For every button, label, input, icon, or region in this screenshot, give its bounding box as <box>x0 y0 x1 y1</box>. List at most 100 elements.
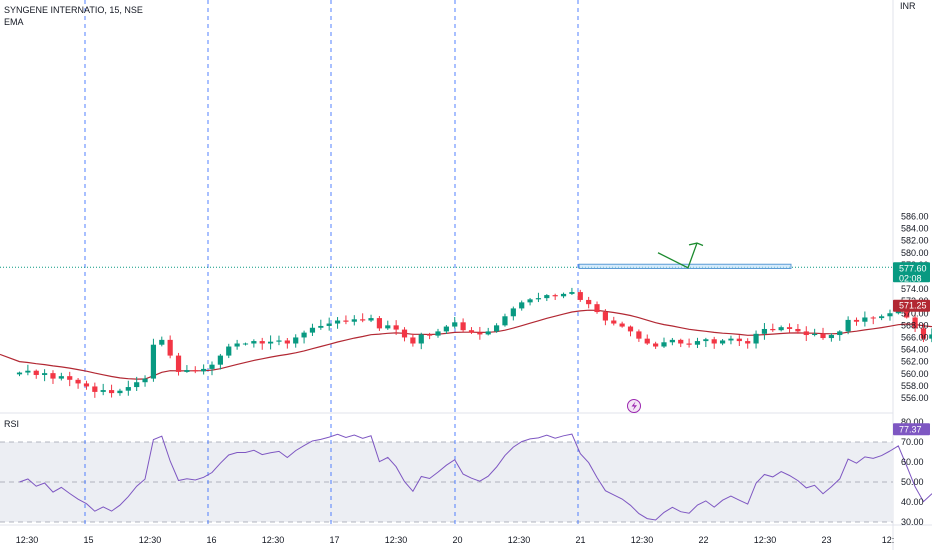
candle <box>134 382 140 388</box>
candle <box>468 330 475 333</box>
candle <box>50 373 56 379</box>
candle <box>778 327 784 331</box>
candle <box>669 339 675 343</box>
candle <box>360 319 366 321</box>
candle <box>268 341 274 344</box>
candle <box>368 318 374 321</box>
candle <box>376 318 383 329</box>
candle <box>786 327 793 329</box>
candle <box>209 364 215 369</box>
candle <box>619 323 625 327</box>
candle <box>293 337 299 344</box>
price-tick-label: 556.00 <box>901 393 929 403</box>
candle <box>527 299 533 303</box>
ema-badge-text: 571.25 <box>899 301 927 311</box>
candle <box>929 334 932 339</box>
candle <box>201 368 207 372</box>
rsi-tick-label: 30.00 <box>901 517 924 527</box>
rsi-tick-label: 40.00 <box>901 497 924 507</box>
candle <box>485 331 491 335</box>
candle <box>560 293 567 297</box>
price-tick-label: 562.00 <box>901 357 929 367</box>
candle <box>418 334 424 344</box>
candle <box>150 344 157 379</box>
candle <box>125 387 131 391</box>
currency-label: INR <box>900 1 916 11</box>
candle <box>284 340 290 344</box>
price-tick-label: 582.00 <box>901 236 929 246</box>
candle <box>887 313 893 317</box>
candle <box>519 302 525 309</box>
candle <box>661 342 667 347</box>
candle <box>686 343 692 345</box>
candle <box>401 329 408 338</box>
rsi-badge-text: 77.37 <box>899 424 922 434</box>
candle <box>276 340 282 342</box>
time-tick-label: 20 <box>452 535 462 545</box>
candle <box>862 317 868 322</box>
rsi-tick-label: 80.00 <box>901 417 924 427</box>
candle <box>795 328 801 332</box>
candle <box>427 334 433 336</box>
time-tick-label: 15 <box>83 535 93 545</box>
candle <box>870 317 876 319</box>
rsi-tick-label: 70.00 <box>901 437 924 447</box>
candle <box>761 328 768 334</box>
candle <box>920 328 927 339</box>
candle <box>594 304 600 313</box>
candle <box>92 386 98 392</box>
candle <box>569 292 575 294</box>
candle <box>192 370 198 372</box>
time-tick-label: 12: <box>882 535 895 545</box>
candle <box>510 308 516 317</box>
price-tick-label: 570.00 <box>901 308 929 318</box>
time-tick-label: 12:30 <box>508 535 531 545</box>
candle <box>803 331 809 336</box>
candle <box>159 339 165 345</box>
rsi-line <box>19 433 932 521</box>
candle <box>493 325 500 332</box>
last-price-badge-text: 02:08 <box>899 273 922 283</box>
time-tick-label: 12:30 <box>754 535 777 545</box>
price-tick-label: 580.00 <box>901 248 929 258</box>
candle <box>259 341 265 344</box>
price-tick-label: 566.00 <box>901 332 929 342</box>
candle <box>837 331 843 336</box>
candle <box>184 370 190 372</box>
candle <box>912 317 918 329</box>
candle <box>845 319 851 332</box>
candle <box>753 333 759 344</box>
candle <box>42 373 48 375</box>
ema-line <box>0 309 932 380</box>
rsi-tick-label: 60.00 <box>901 457 924 467</box>
time-tick-label: 22 <box>698 535 708 545</box>
candle <box>552 295 558 297</box>
candle <box>108 390 115 394</box>
candle <box>16 372 23 375</box>
candle <box>452 322 458 327</box>
candle <box>410 337 416 344</box>
candle <box>318 325 324 328</box>
candle <box>217 355 223 365</box>
candle <box>820 333 826 339</box>
time-tick-label: 12:30 <box>385 535 408 545</box>
candle <box>535 298 542 300</box>
candle <box>770 328 776 331</box>
candle <box>167 339 173 356</box>
candle <box>334 320 341 324</box>
projection-arrow[interactable] <box>657 242 698 269</box>
candle <box>351 319 357 322</box>
candle <box>577 292 583 300</box>
candle <box>83 383 90 387</box>
candle <box>586 299 592 305</box>
candle <box>544 295 550 299</box>
price-tick-label: 564.00 <box>901 345 929 355</box>
candle <box>67 376 73 380</box>
candle <box>100 390 106 392</box>
rsi-title: RSI <box>4 419 19 429</box>
candle <box>812 333 818 336</box>
price-tick-label: 558.00 <box>901 381 929 391</box>
candle <box>309 327 316 333</box>
price-tick-label: 584.00 <box>901 224 929 234</box>
